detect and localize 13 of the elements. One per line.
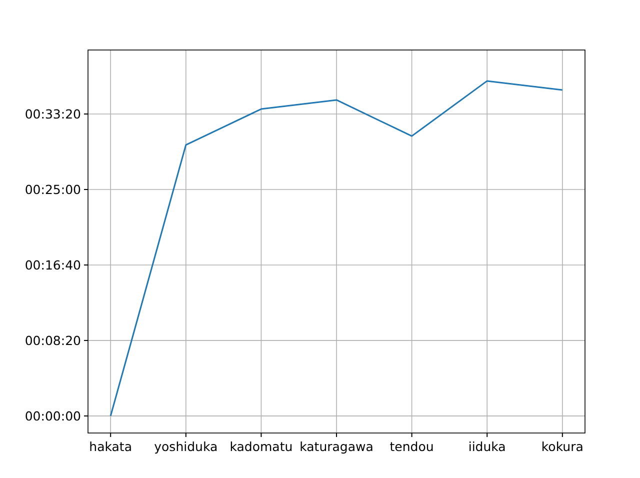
x-tick-label: tendou: [390, 439, 434, 454]
x-tick-label: kokura: [541, 439, 584, 454]
x-tick-label: iiduka: [468, 439, 506, 454]
y-tick-label: 00:16:40: [24, 257, 82, 272]
x-tick-label: yoshiduka: [154, 439, 218, 454]
line-series: [110, 80, 564, 417]
y-tick-label: 00:08:20: [24, 332, 82, 348]
y-tick-label: 00:33:20: [24, 106, 82, 122]
y-tick-label: 00:25:00: [24, 182, 82, 197]
y-tick-label: 00:00:00: [24, 408, 82, 424]
x-tick-label: hakata: [89, 439, 132, 454]
x-tick-label: kadomatu: [230, 439, 293, 454]
x-tick-label: katuragawa: [300, 439, 374, 454]
